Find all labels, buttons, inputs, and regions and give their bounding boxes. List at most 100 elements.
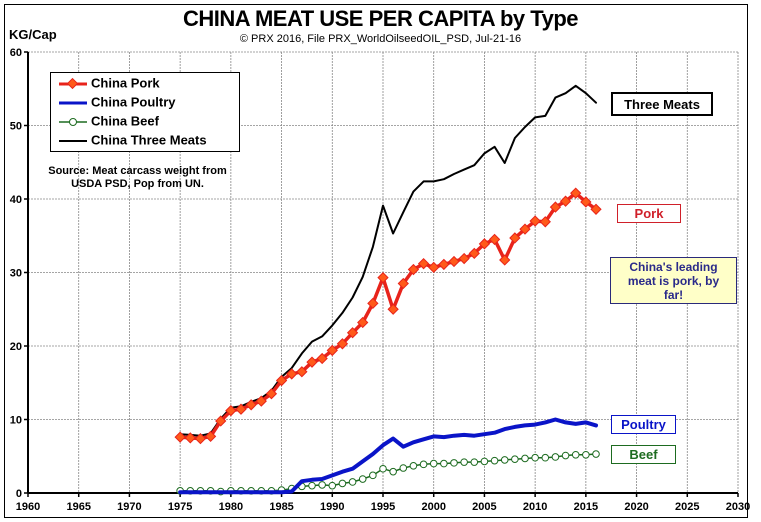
x-tick-label: 1985 — [269, 501, 293, 513]
annotation-beef: Beef — [611, 445, 676, 464]
beef-point — [409, 462, 418, 470]
series-line-china-poultry — [178, 417, 598, 495]
pork-point — [275, 374, 288, 387]
x-tick-label: 2005 — [472, 501, 496, 513]
beef-point — [318, 481, 326, 489]
pork-point — [265, 388, 278, 400]
x-tick-label: 1965 — [66, 501, 90, 513]
pork-point — [357, 316, 369, 329]
pork-point — [428, 261, 440, 274]
pork-point — [478, 238, 491, 250]
pork-point — [326, 344, 338, 357]
beef-point — [531, 453, 539, 462]
legend-item-beef: China Beef — [51, 113, 159, 131]
x-tick-label: 1960 — [16, 501, 40, 513]
y-tick-label: 50 — [10, 121, 22, 133]
beef-point — [440, 459, 448, 468]
x-tick-label: 1990 — [320, 501, 344, 513]
chart-frame — [4, 4, 748, 518]
x-tick-label: 1970 — [117, 501, 141, 513]
pork-point — [235, 403, 247, 415]
x-tick-label: 1980 — [219, 501, 243, 513]
pork-point — [580, 196, 592, 208]
beef-point — [470, 458, 479, 466]
x-tick-label: 1975 — [168, 501, 192, 513]
beef-point — [460, 458, 468, 466]
legend-label: China Pork — [91, 75, 160, 91]
annotation-three-meats: Three Meats — [611, 92, 713, 116]
beef-point — [582, 450, 590, 459]
callout-line: far! — [663, 288, 684, 302]
pork-point — [397, 277, 409, 290]
beef-point — [551, 453, 560, 461]
annotation-callout: China's leading meat is pork, by far! — [610, 257, 737, 304]
pork-point — [488, 233, 501, 246]
source-note: Source: Meat carcass weight from USDA PS… — [40, 165, 235, 191]
pork-point — [346, 327, 359, 339]
x-tick-label: 2030 — [726, 501, 750, 513]
y-tick-label: 20 — [10, 341, 22, 353]
beef-point — [399, 464, 408, 472]
beef-point — [358, 475, 367, 483]
beef-point — [379, 464, 387, 473]
legend-label: China Beef — [91, 113, 159, 129]
pork-point — [215, 415, 227, 427]
beef-point — [561, 451, 570, 460]
pork-point — [296, 366, 308, 378]
pork-point — [306, 356, 318, 368]
pork-point — [570, 187, 582, 199]
annotation-poultry: Poultry — [611, 415, 676, 434]
beef-point — [429, 459, 438, 468]
y-axis-label: KG/Cap — [9, 27, 57, 42]
pork-point — [468, 247, 480, 260]
pork-point — [448, 255, 460, 268]
beef-point — [480, 457, 489, 466]
pork-point — [519, 223, 531, 235]
legend-label: China Poultry — [91, 94, 176, 110]
legend-item-pork: China Pork — [51, 75, 160, 93]
legend-item-poultry: China Poultry — [51, 94, 176, 112]
pork-point — [286, 368, 298, 380]
pork-point — [377, 271, 389, 284]
chart-subtitle: © PRX 2016, File PRX_WorldOilseedOIL_PSD… — [239, 33, 522, 45]
x-tick-label: 1995 — [371, 501, 395, 513]
pork-point — [529, 215, 541, 227]
beef-point — [571, 450, 580, 459]
pork-point — [184, 432, 196, 444]
pork-point — [559, 195, 572, 207]
legend-label: China Three Meats — [91, 132, 207, 148]
pork-point — [590, 203, 602, 215]
beef-point — [592, 450, 600, 458]
y-tick-label: 30 — [10, 268, 22, 280]
beef-point — [389, 467, 397, 476]
pork-point — [417, 258, 430, 270]
pork-point — [499, 254, 511, 266]
y-tick-label: 60 — [10, 47, 22, 59]
legend-item-three-meats: China Three Meats — [51, 132, 207, 150]
pork-point — [387, 303, 399, 315]
beef-point — [328, 481, 337, 490]
source-line: Source: Meat carcass weight from — [48, 165, 227, 177]
y-tick-label: 10 — [10, 415, 22, 427]
pork-point — [225, 405, 237, 417]
x-tick-label: 2010 — [523, 501, 547, 513]
x-tick-label: 2025 — [675, 501, 699, 513]
pork-point — [438, 258, 450, 271]
pork-point — [174, 431, 186, 443]
pork-point — [255, 395, 267, 407]
pork-point — [316, 352, 328, 365]
pork-point — [458, 252, 470, 265]
pork-point — [539, 216, 551, 228]
callout-line: meat is pork, by — [627, 274, 720, 288]
legend: China Pork China Poultry China Beef Chin… — [50, 72, 240, 152]
beef-point — [338, 479, 347, 488]
beef-point — [541, 453, 550, 462]
pork-point — [194, 432, 207, 445]
series-line-china-pork — [178, 191, 598, 441]
pork-point — [367, 297, 379, 310]
beef-point — [348, 478, 357, 486]
pork-point — [245, 399, 257, 411]
source-line: USDA PSD, Pop from UN. — [71, 178, 204, 190]
chart-title: CHINA MEAT USE PER CAPITA by Type — [182, 6, 579, 31]
